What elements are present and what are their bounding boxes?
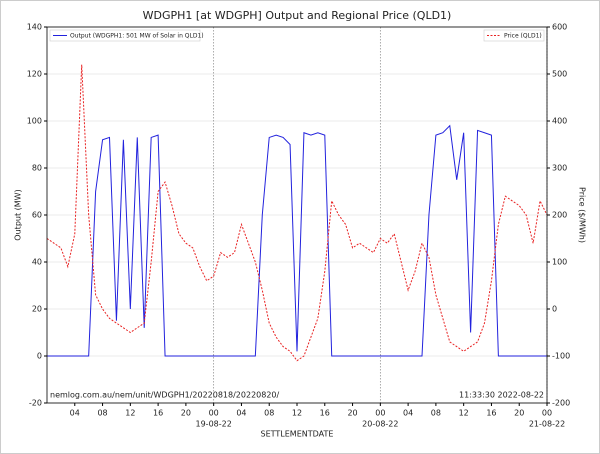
y-tick-label: 100: [27, 117, 42, 126]
y-tick-label: 60: [32, 211, 42, 220]
x-tick-label: 08: [97, 409, 107, 418]
x-tick-label: 04: [236, 409, 246, 418]
x-date-label: 20-08-22: [362, 420, 398, 429]
x-tick-label: 16: [153, 409, 163, 418]
y2-tick-label: 100: [552, 258, 567, 267]
y-tick-label: 80: [32, 164, 42, 173]
legend-box: [49, 29, 201, 42]
x-tick-label: 08: [264, 409, 274, 418]
x-tick-label: 04: [70, 409, 80, 418]
legend-label: Price (QLD1): [504, 33, 542, 40]
series-line: [46, 64, 548, 362]
plot-frame: [46, 26, 548, 404]
annotation: 11:33:30 2022-08-22: [459, 391, 544, 400]
x-tick-label: 16: [320, 409, 330, 418]
y-tick-label: 120: [27, 70, 42, 79]
x-tick-label: 12: [292, 409, 302, 418]
x-tick-label: 20: [181, 409, 191, 418]
y2-tick-label: 400: [552, 117, 567, 126]
y2-tick-label: -200: [552, 399, 570, 408]
y-axis-label: Output (MW): [14, 189, 23, 240]
x-tick-label: 00: [209, 409, 219, 418]
legend-label: Output (WDGPH1: 501 MW of Solar in QLD1): [70, 33, 204, 40]
legend-box: [483, 29, 545, 42]
y2-tick-label: 300: [552, 164, 567, 173]
y2-tick-label: 500: [552, 70, 567, 79]
y-tick-label: 140: [27, 23, 42, 32]
x-tick-label: 00: [375, 409, 385, 418]
x-axis-label: SETTLEMENTDATE: [261, 430, 334, 439]
x-tick-label: 04: [403, 409, 413, 418]
chart-title: WDGPH1 [at WDGPH] Output and Regional Pr…: [143, 9, 452, 22]
y2-tick-label: 600: [552, 23, 567, 32]
annotation: nemlog.com.au/nem/unit/WDGPH1/20220818/2…: [50, 391, 280, 400]
x-date-label: 19-08-22: [196, 420, 232, 429]
y-tick-label: 40: [32, 258, 42, 267]
y2-tick-label: 200: [552, 211, 567, 220]
x-tick-label: 08: [431, 409, 441, 418]
y-tick-label: 20: [32, 305, 42, 314]
y2-axis-label: Price ($/MWh): [578, 187, 587, 243]
x-date-label: 21-08-22: [529, 420, 565, 429]
y-tick-label: 0: [37, 352, 42, 361]
x-tick-label: 12: [459, 409, 469, 418]
x-tick-label: 20: [347, 409, 357, 418]
x-tick-label: 16: [486, 409, 496, 418]
y2-tick-label: -100: [552, 352, 570, 361]
series-line: [47, 124, 547, 357]
x-tick-label: 20: [514, 409, 524, 418]
x-tick-label: 12: [125, 409, 135, 418]
y-tick-label: -20: [29, 399, 42, 408]
x-tick-label: 00: [542, 409, 552, 418]
y2-tick-label: 0: [552, 305, 557, 314]
